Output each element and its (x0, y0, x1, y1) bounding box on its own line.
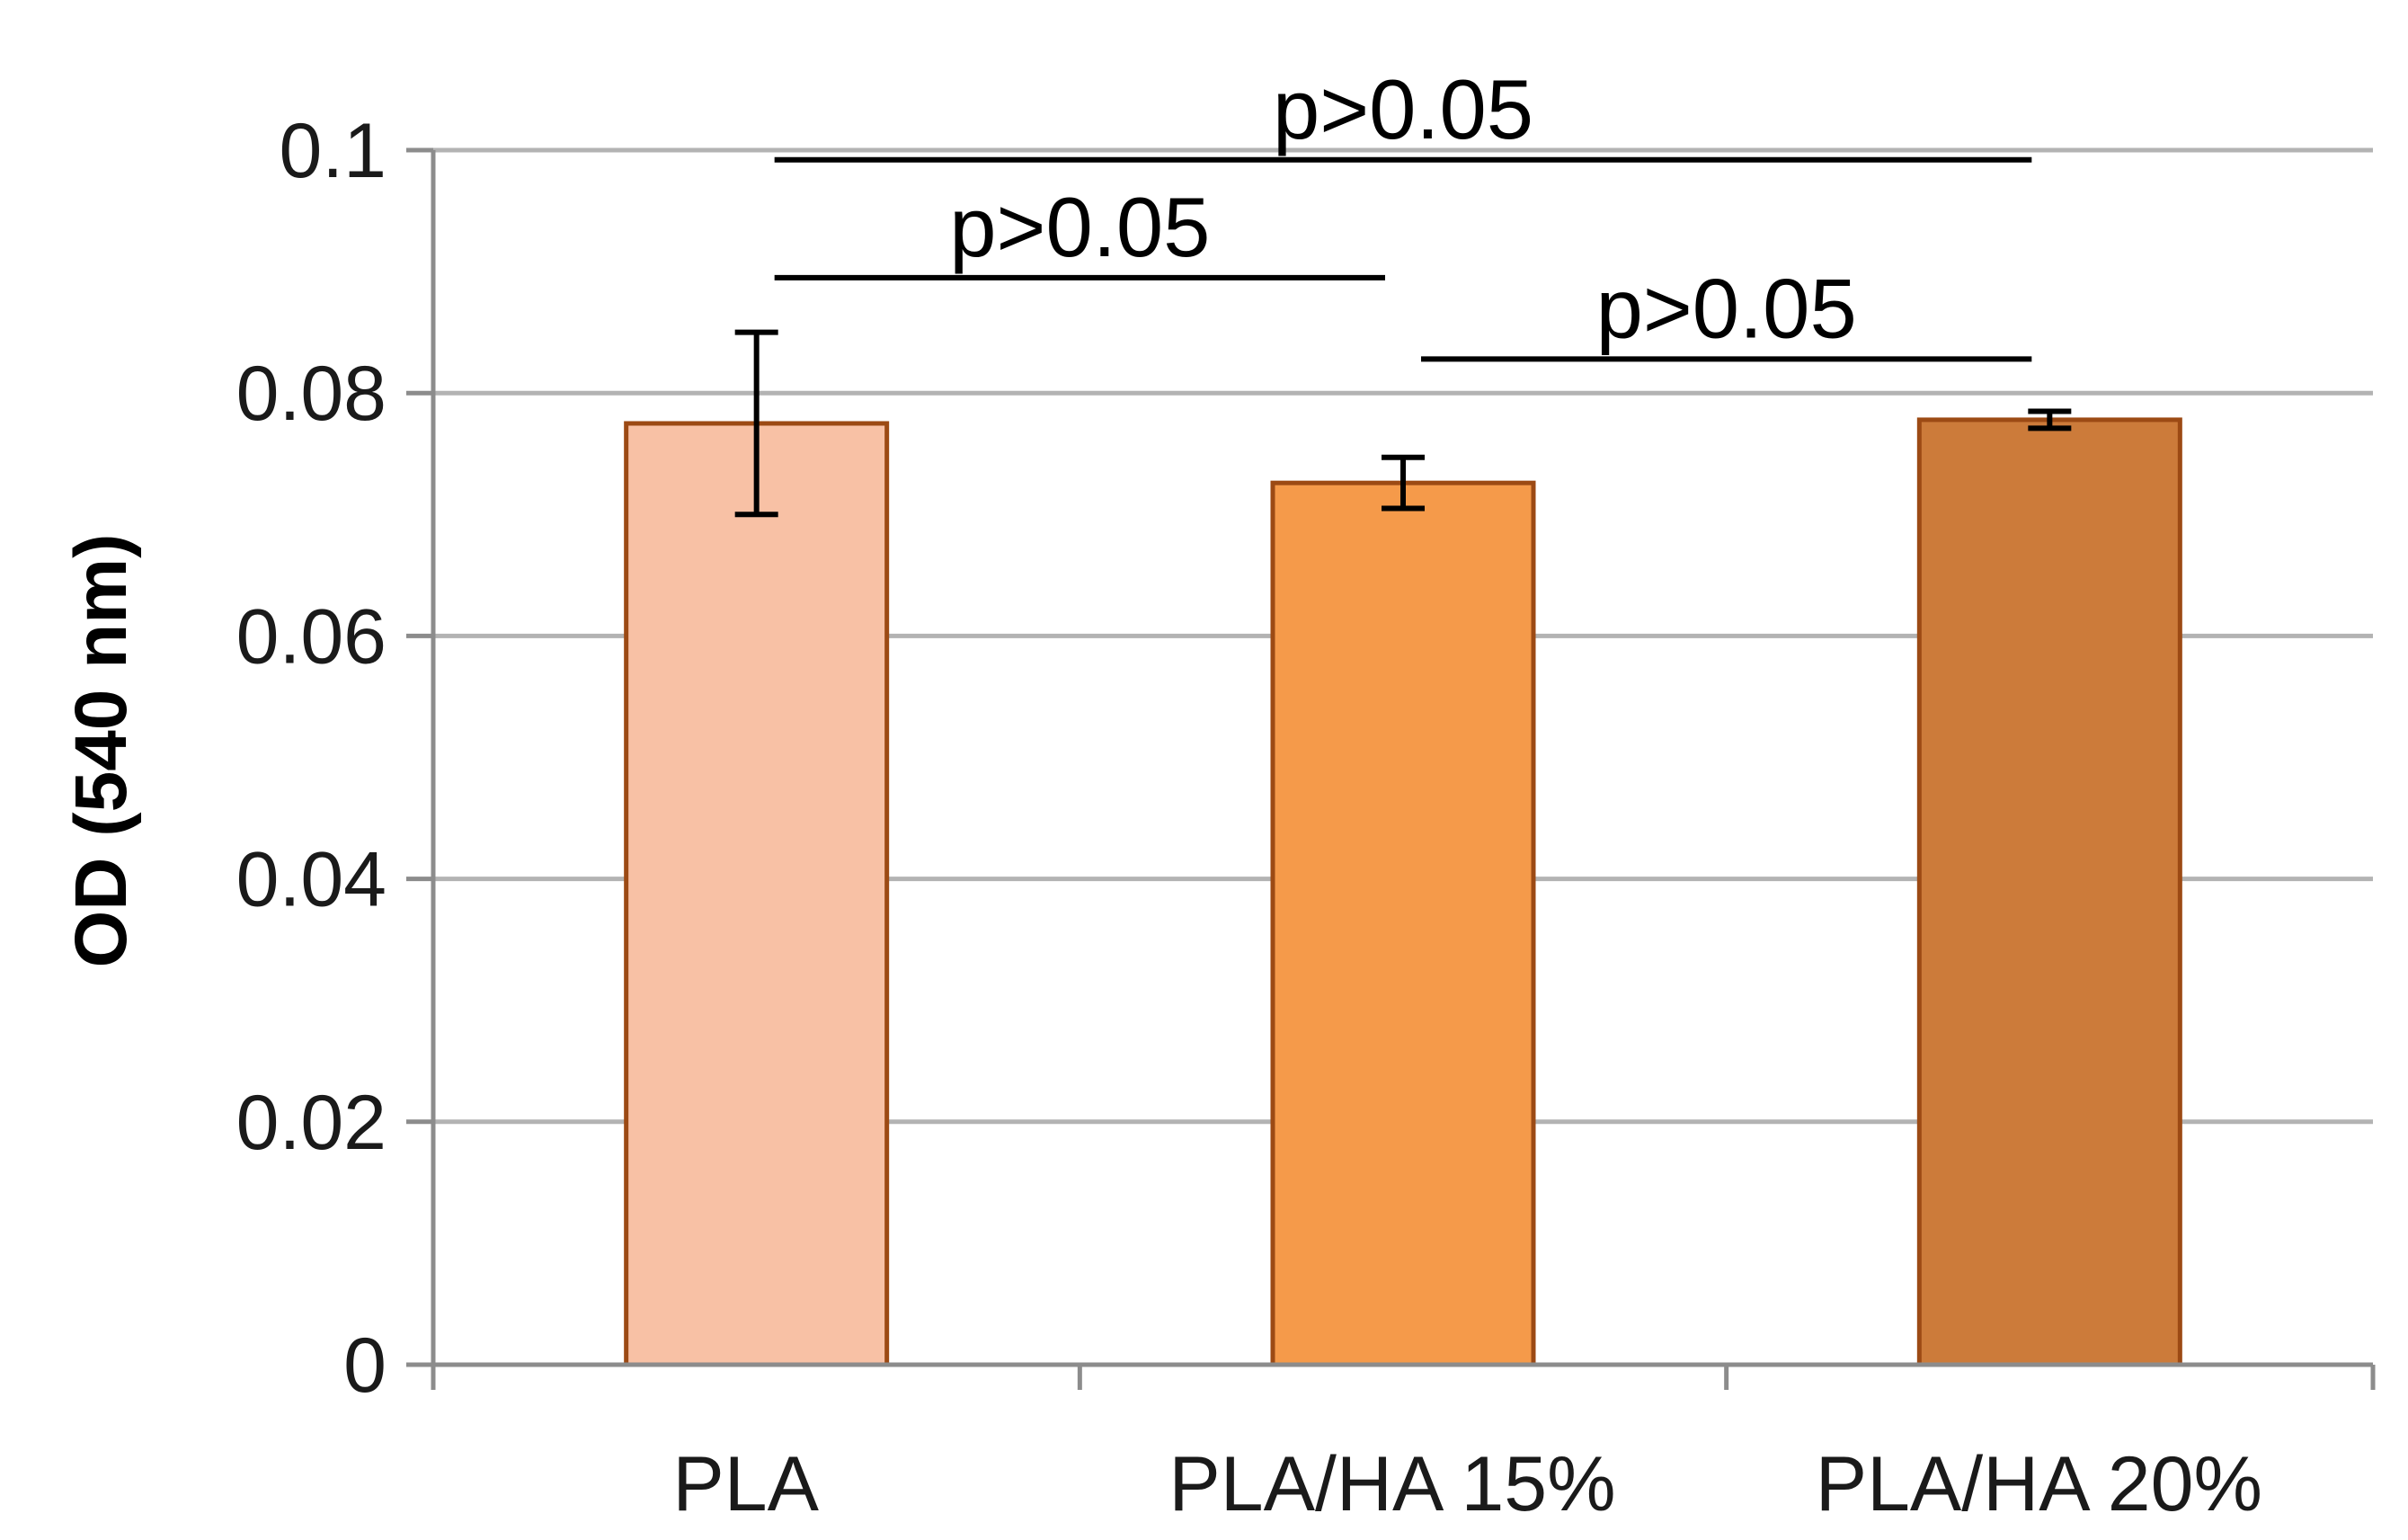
axes (406, 147, 2376, 1390)
y-axis-title: OD (540 nm) (60, 534, 142, 968)
x-tick-label: PLA/HA 20% (1816, 1441, 2262, 1527)
y-tick-label: 0.08 (236, 351, 387, 437)
y-tick-label: 0.04 (236, 837, 387, 923)
significance-label: p>0.05 (1273, 62, 1533, 156)
tick-labels: 0 0.02 0.04 0.06 0.08 0.1 PLA PLA/HA 15% PLA/HA … (236, 108, 2262, 1527)
bar (1916, 417, 2182, 1367)
x-tick-label: PLA/HA 15% (1168, 1441, 1615, 1527)
y-tick-label: 0.1 (279, 108, 387, 194)
y-tick-label: 0 (343, 1322, 387, 1409)
x-tick-label: PLA (672, 1441, 819, 1527)
y-tick-label: 0.02 (236, 1080, 387, 1166)
bar (1270, 480, 1536, 1367)
error-bars (734, 329, 2072, 518)
significance-annotations: p>0.05 p>0.05 p>0.05 (774, 62, 2032, 362)
bars (624, 417, 2182, 1367)
bar (624, 421, 890, 1367)
y-tick-label: 0.06 (236, 593, 387, 680)
significance-label: p>0.05 (949, 180, 1210, 274)
significance-label: p>0.05 (1596, 261, 1857, 355)
